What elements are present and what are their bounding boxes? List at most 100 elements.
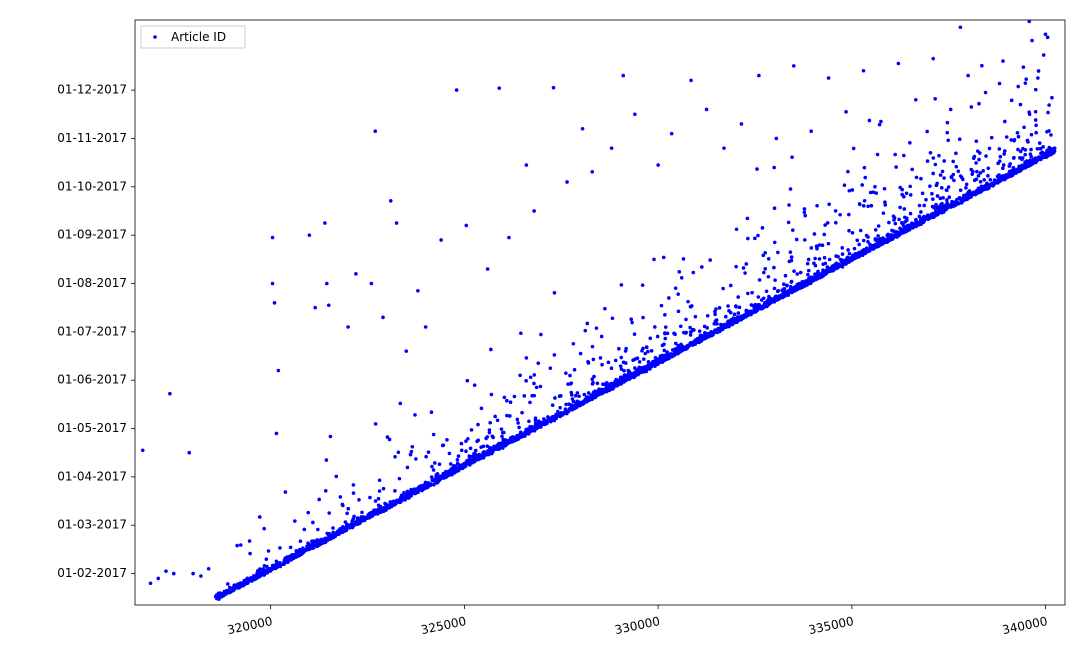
- scatter-point: [946, 138, 950, 142]
- scatter-point: [316, 528, 320, 532]
- scatter-point: [567, 402, 571, 406]
- scatter-point: [430, 475, 434, 479]
- scatter-point: [652, 258, 656, 262]
- scatter-point: [614, 359, 618, 363]
- scatter-point: [670, 132, 674, 136]
- scatter-point: [1041, 151, 1045, 155]
- scatter-point: [785, 284, 789, 288]
- scatter-point: [868, 119, 872, 123]
- scatter-point: [894, 165, 898, 169]
- scatter-point: [1036, 76, 1040, 80]
- scatter-point: [636, 356, 640, 360]
- scatter-point: [600, 363, 604, 367]
- scatter-point: [932, 214, 936, 218]
- scatter-point: [773, 299, 777, 303]
- scatter-point: [834, 221, 838, 225]
- scatter-point: [937, 154, 941, 158]
- scatter-point: [226, 582, 230, 586]
- scatter-point: [638, 360, 642, 364]
- scatter-point: [897, 218, 901, 222]
- scatter-point: [599, 392, 603, 396]
- scatter-point: [929, 151, 933, 155]
- scatter-point: [930, 192, 934, 196]
- scatter-point: [397, 450, 401, 454]
- scatter-point: [427, 450, 431, 454]
- scatter-point: [569, 391, 573, 395]
- scatter-point: [743, 271, 747, 275]
- scatter-point: [964, 197, 968, 201]
- scatter-point: [141, 448, 145, 452]
- scatter-point: [553, 353, 557, 357]
- scatter-point: [914, 98, 918, 102]
- scatter-point: [346, 325, 350, 329]
- scatter-point: [1042, 53, 1046, 57]
- scatter-point: [283, 558, 287, 562]
- scatter-point: [433, 461, 437, 465]
- scatter-point: [1028, 113, 1032, 117]
- scatter-point: [536, 361, 540, 365]
- scatter-point: [430, 465, 434, 469]
- scatter-point: [810, 246, 814, 250]
- scatter-point: [918, 204, 922, 208]
- scatter-point: [936, 207, 940, 211]
- scatter-point: [862, 69, 866, 73]
- scatter-point: [1003, 149, 1007, 153]
- scatter-point: [989, 178, 993, 182]
- scatter-point: [374, 422, 378, 426]
- legend: Article ID: [141, 26, 245, 48]
- scatter-point: [503, 396, 507, 400]
- scatter-point: [705, 326, 709, 330]
- scatter-point: [377, 504, 381, 508]
- scatter-point: [767, 295, 771, 299]
- scatter-point: [357, 498, 361, 502]
- scatter-point: [399, 402, 403, 406]
- scatter-point: [736, 295, 740, 299]
- scatter-point: [1010, 99, 1014, 103]
- scatter-point: [564, 403, 568, 407]
- scatter-point: [931, 172, 935, 176]
- scatter-point: [539, 385, 543, 389]
- scatter-point: [812, 262, 816, 266]
- scatter-point: [935, 184, 939, 188]
- scatter-point: [631, 373, 635, 377]
- scatter-point: [534, 422, 538, 426]
- scatter-point: [325, 458, 329, 462]
- scatter-point: [715, 322, 719, 326]
- scatter-point: [846, 248, 850, 252]
- scatter-point: [982, 178, 986, 182]
- scatter-point: [793, 285, 797, 289]
- scatter-point: [533, 426, 537, 430]
- scatter-point: [898, 206, 902, 210]
- scatter-point: [947, 195, 951, 199]
- scatter-point: [156, 577, 160, 581]
- scatter-point: [718, 306, 722, 310]
- scatter-point: [757, 295, 761, 299]
- scatter-point: [442, 476, 446, 480]
- scatter-point: [500, 435, 504, 439]
- scatter-point: [1024, 77, 1028, 81]
- scatter-point: [773, 241, 777, 245]
- scatter-point: [949, 108, 953, 112]
- scatter-point: [1021, 156, 1025, 160]
- scatter-point: [908, 185, 912, 189]
- scatter-point: [432, 468, 436, 472]
- scatter-point: [642, 357, 646, 361]
- scatter-point: [873, 185, 877, 189]
- scatter-point: [953, 204, 957, 208]
- scatter-point: [271, 236, 275, 240]
- scatter-point: [698, 329, 702, 333]
- scatter-point: [1037, 155, 1041, 159]
- scatter-point: [335, 531, 339, 535]
- scatter-point: [957, 170, 961, 174]
- scatter-point: [792, 269, 796, 273]
- scatter-point: [542, 417, 546, 421]
- scatter-point: [413, 413, 417, 417]
- scatter-point: [663, 313, 667, 317]
- scatter-point: [998, 159, 1002, 163]
- scatter-point: [445, 438, 449, 442]
- scatter-point: [692, 328, 696, 332]
- scatter-point: [877, 244, 881, 248]
- scatter-point: [1041, 145, 1045, 149]
- scatter-point: [703, 337, 707, 341]
- scatter-point: [828, 258, 832, 262]
